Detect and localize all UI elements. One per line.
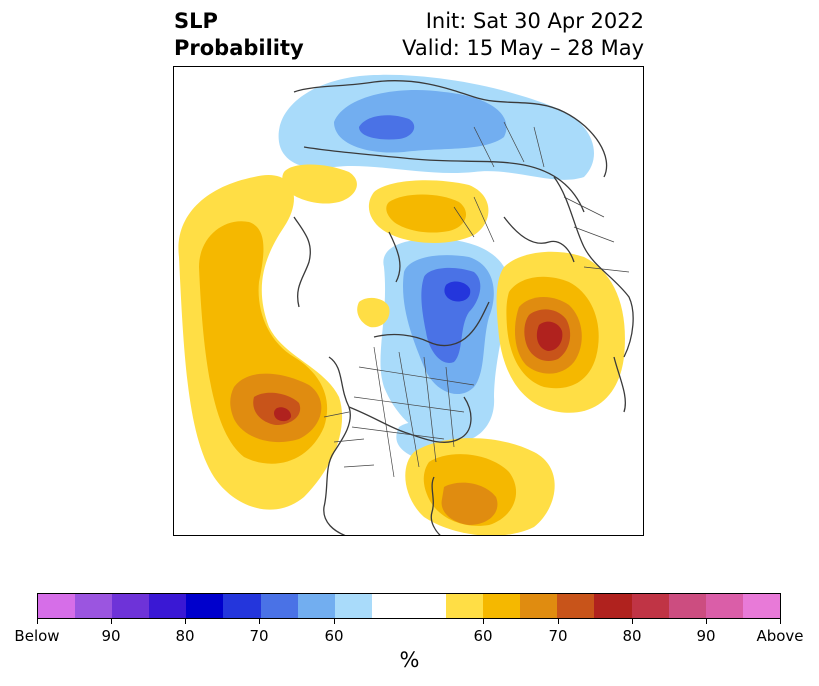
cbar-below-2: [75, 594, 113, 618]
cbar-above-2: [483, 594, 521, 618]
cbar-above-8: [705, 594, 743, 618]
init-date: Init: Sat 30 Apr 2022: [425, 9, 644, 33]
map-title: SLP Probability: [174, 8, 304, 62]
cbar-label-above-80: 80: [622, 627, 642, 645]
cbar-above-6: [631, 594, 669, 618]
cbar-neutral: [371, 594, 447, 618]
cbar-above-5: [594, 594, 632, 618]
cbar-tick: [632, 619, 633, 624]
above-region-small: [357, 297, 390, 328]
cbar-tick: [483, 619, 484, 624]
title-quantity: Probability: [174, 36, 304, 60]
colorbar-unit: %: [399, 648, 420, 672]
forecast-dates: Init: Sat 30 Apr 2022 Valid: 15 May – 28…: [402, 8, 644, 62]
cbar-label-below-90: 90: [101, 627, 121, 645]
above-region-eurasia-peak: [536, 321, 563, 351]
coastlines: [293, 80, 634, 535]
cbar-below-1: [38, 594, 76, 618]
cbar-below-3: [112, 594, 150, 618]
cbar-above-4: [557, 594, 595, 618]
map-canvas: [178, 74, 634, 535]
polar-map: [173, 66, 644, 536]
cbar-tick: [558, 619, 559, 624]
cbar-below-5: [186, 594, 224, 618]
cbar-below-4: [149, 594, 187, 618]
valid-range: Valid: 15 May – 28 May: [402, 36, 644, 60]
above-region-pacific-peak: [273, 407, 292, 422]
political-borders: [323, 121, 630, 478]
above-region-north-europe-mid: [386, 194, 467, 233]
cbar-label-below-60: 60: [324, 627, 344, 645]
cbar-above-7: [668, 594, 706, 618]
probability-colorbar: [37, 593, 781, 619]
cbar-label-above-70: 70: [548, 627, 568, 645]
cbar-label-above-60: 60: [473, 627, 493, 645]
cbar-above-1: [446, 594, 484, 618]
cbar-tick: [259, 619, 260, 624]
cbar-above-9: [742, 594, 780, 618]
cbar-tick: [37, 619, 38, 624]
cbar-above-3: [520, 594, 558, 618]
above-region-greenland: [282, 164, 357, 204]
cbar-below-7: [260, 594, 298, 618]
cbar-tick: [334, 619, 335, 624]
cbar-below-6: [223, 594, 261, 618]
below-region-arctic-top-core: [359, 115, 415, 140]
cbar-label-below-70: 70: [249, 627, 269, 645]
cbar-tick: [185, 619, 186, 624]
above-region-atlantic-inner: [441, 482, 498, 525]
cbar-tick: [780, 619, 781, 624]
cbar-below-9: [334, 594, 372, 618]
cbar-tick: [111, 619, 112, 624]
cbar-label-above-90: 90: [696, 627, 716, 645]
cbar-tick: [706, 619, 707, 624]
below-region-central-core: [444, 281, 471, 302]
title-variable: SLP: [174, 9, 218, 33]
cbar-label-below-80: 80: [175, 627, 195, 645]
cbar-below-8: [297, 594, 335, 618]
cbar-label-above: Above: [756, 627, 804, 645]
cbar-label-below: Below: [14, 627, 60, 645]
